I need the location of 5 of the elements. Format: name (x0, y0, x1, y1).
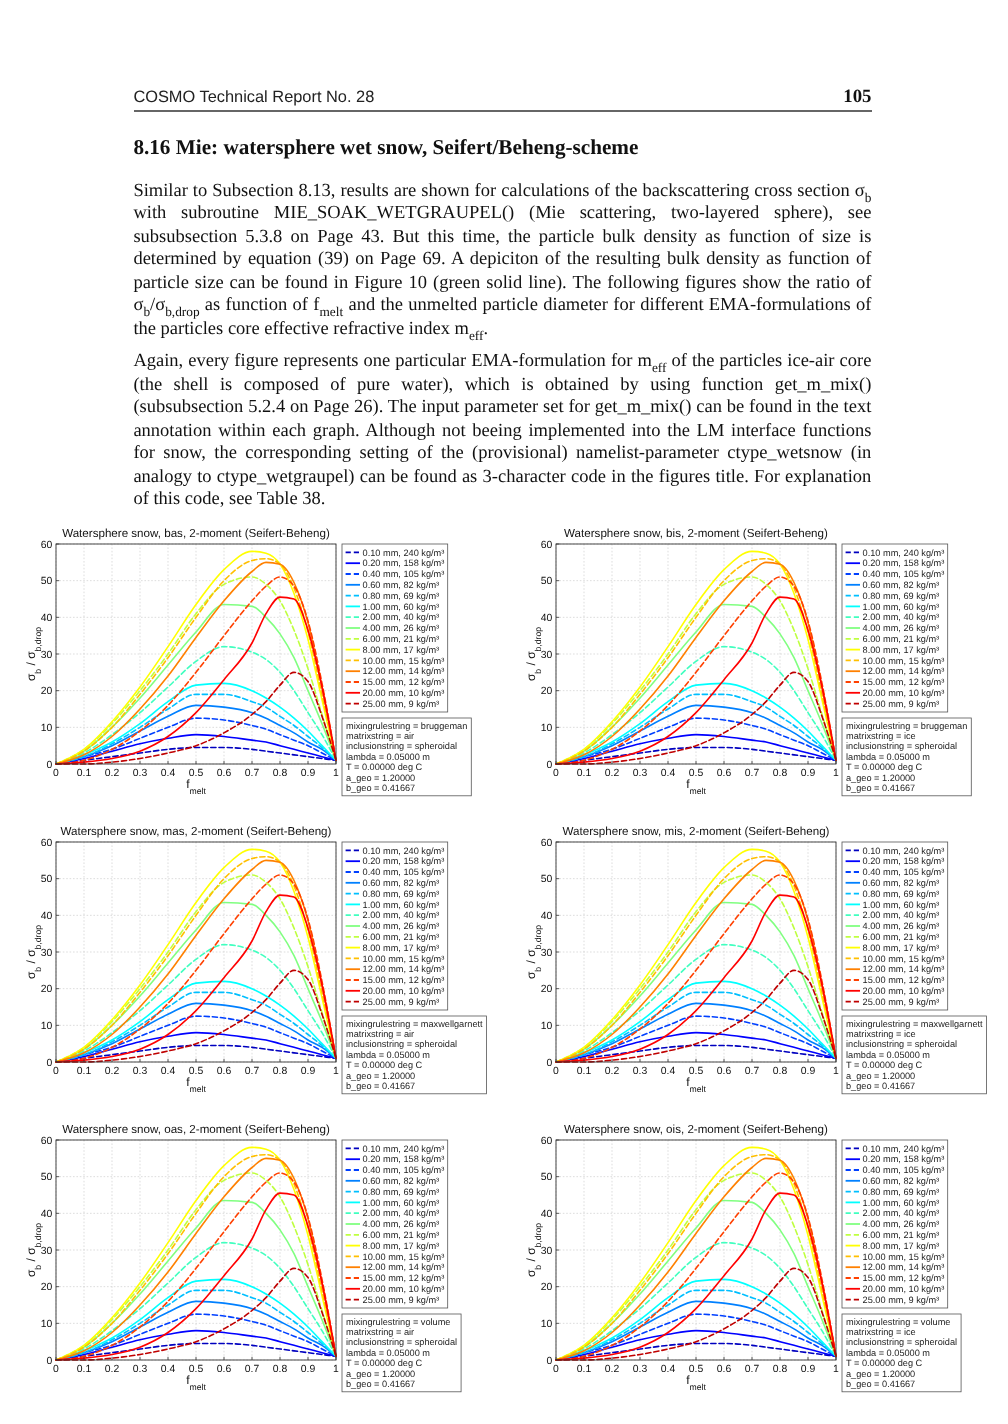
text: 8.16 Mie: watersphere wet snow, Seifert/Beheng-scheme (133, 137, 641, 161)
text: Similar to Subsection 8.13, results are shown for calculations of the backscattering cross section σ$_{b}$ with subroutine MIE_SOAK_WETGRAUPEL() (Mie scattering, two-layered sphere), see subsubsection 5.3.8 on Page 43. But this time, the particle bulk density as function of size is determined by equation (39) on Page 69. A depiciton of the resulting bulk density as function of particle size can be found in Figure 10 (green solid line). The following figures show the ratio of σ$_{b}$/σ$_{b,drop}$ as function of f$_{melt}$ and the unmelted particle diameter for different EMA-formulations of the particles core effective refractive index m$_{eff}$. (133, 181, 872, 344)
text: Again, every figure represents one particular EMA-formulation for m$_{eff}$ of the particles ice-air core (the shell is composed of pure water), which is obtained by using function get_m_mix() (subsubsection 5.2.4 on Page 26). The input parameter set for get_m_mix() can be found in the text annotation within each graph. Although not beeing implemented into the LM interface functions for snow, the corresponding setting of the (provisional) namelist-parameter ctype_wetsnow (in analogy to ctype_wetgraupel) can be found as 3-character code in the figures title. For explanation of this code, see Table 38. (133, 352, 872, 511)
text: 105 (843, 86, 872, 111)
text: COSMO Technical Report No. 28 (133, 86, 375, 111)
